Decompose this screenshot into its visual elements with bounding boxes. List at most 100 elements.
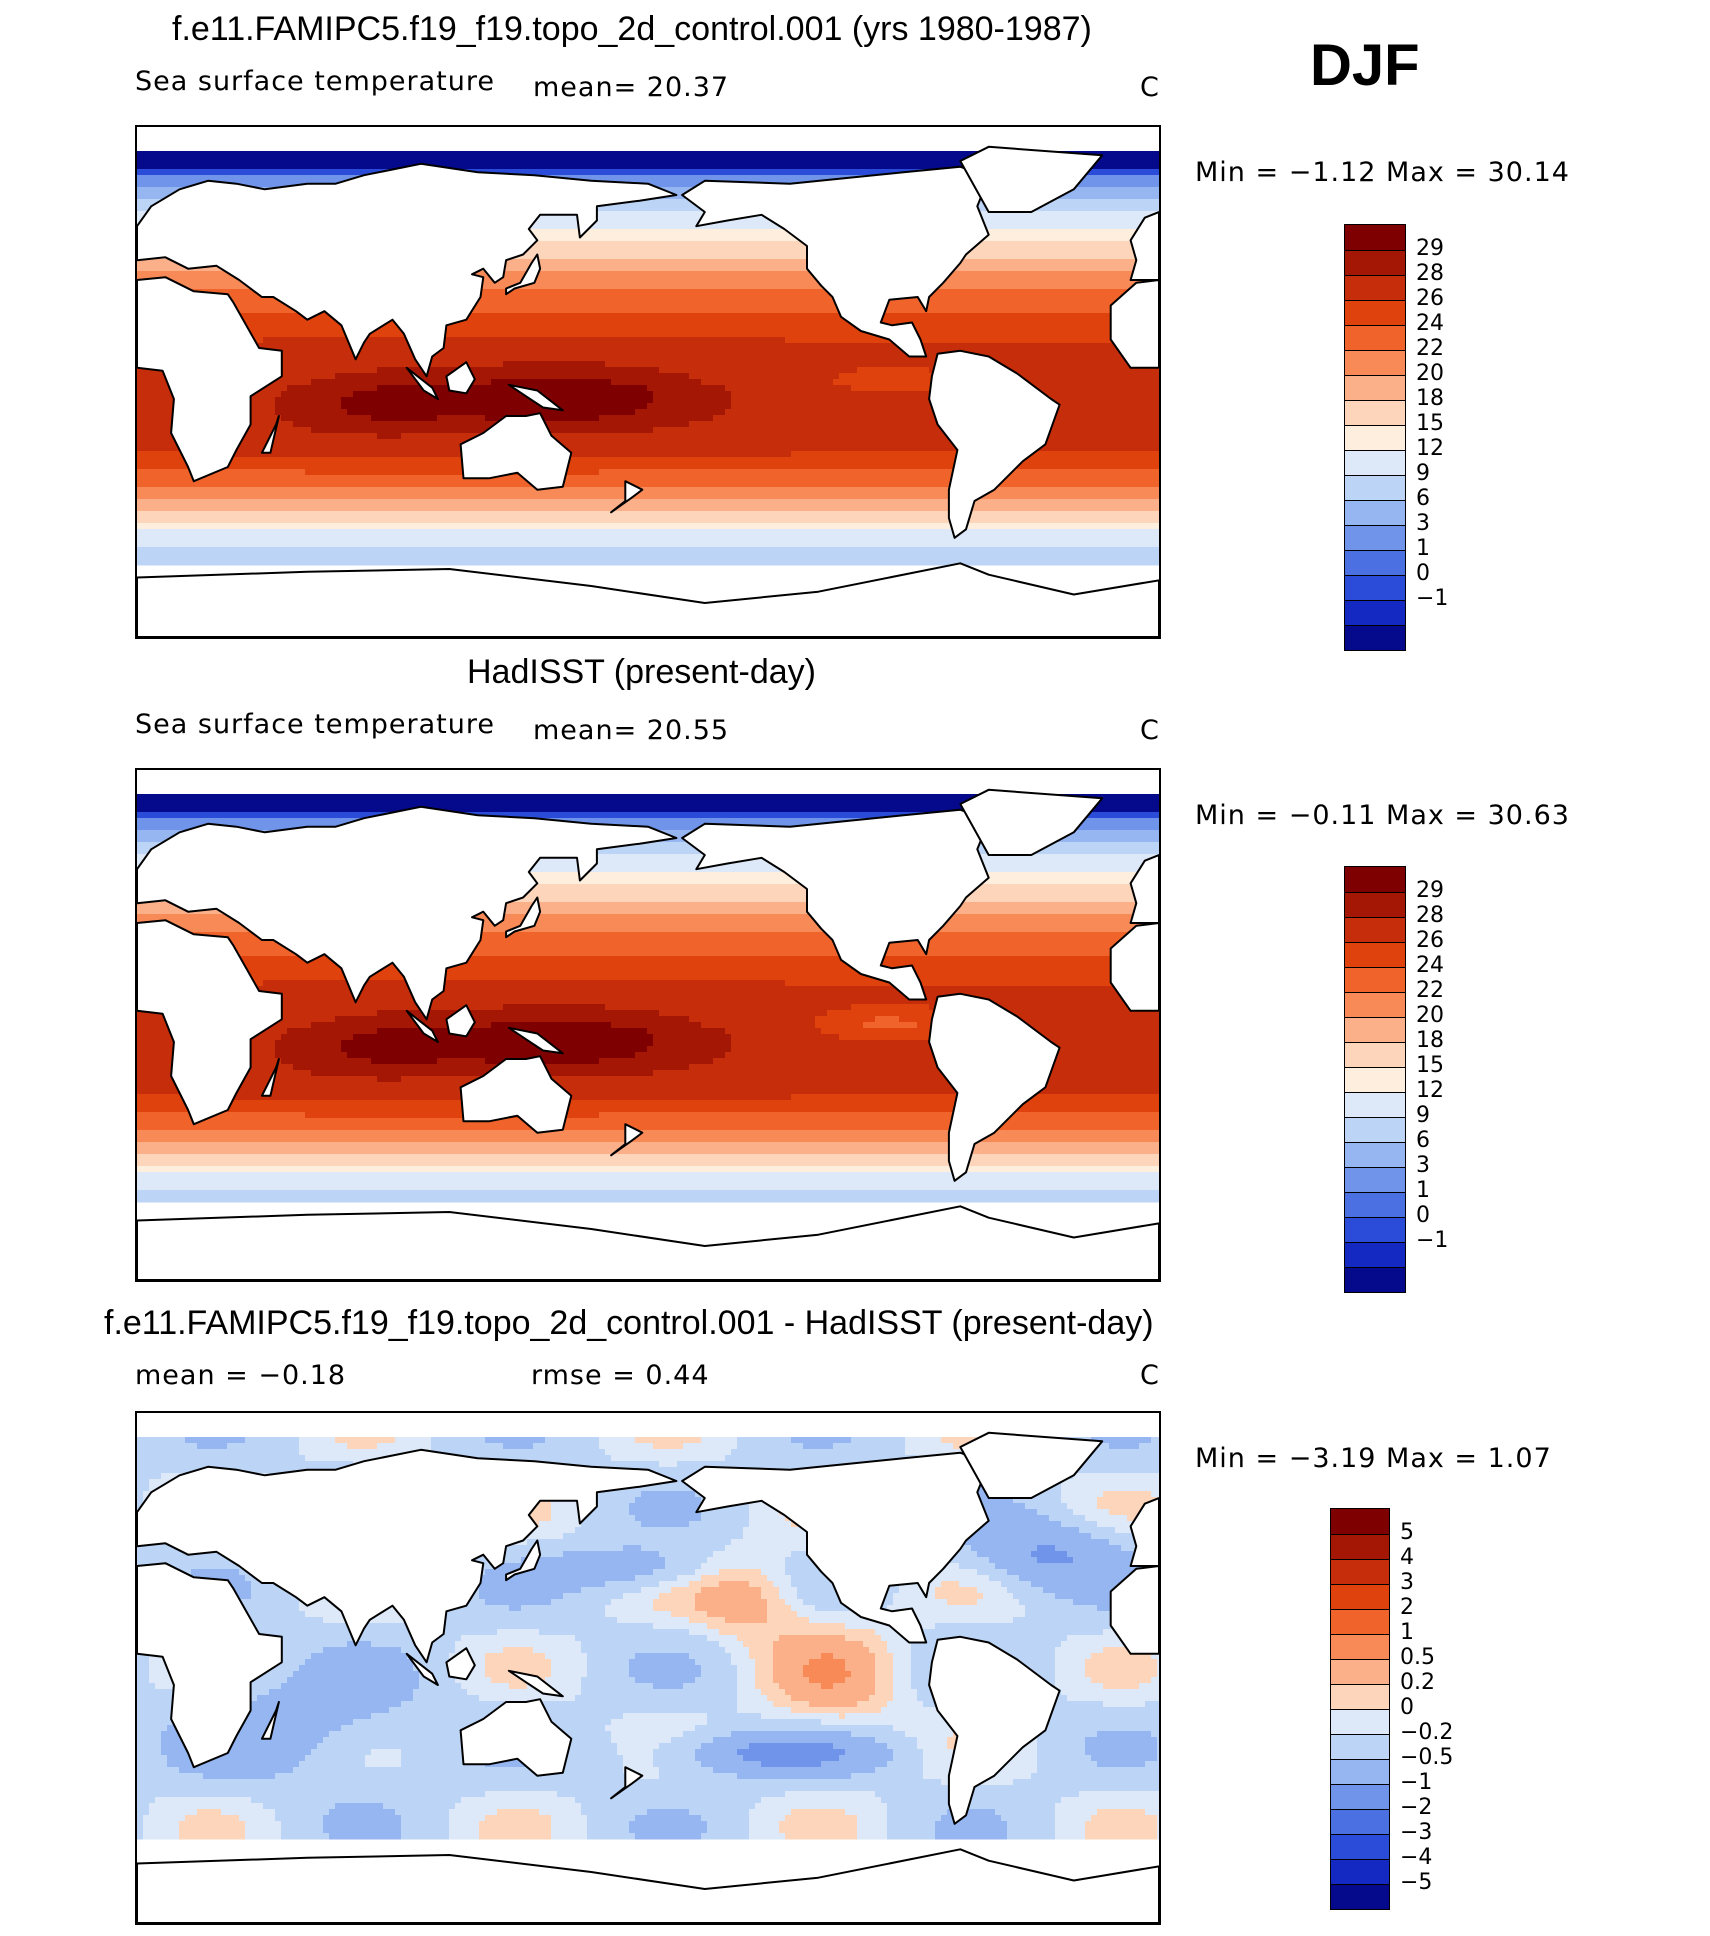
colorbar-label: 22 (1416, 978, 1444, 1003)
colorbar-label: 29 (1416, 236, 1444, 261)
panel1-title: f.e11.FAMIPC5.f19_f19.topo_2d_control.00… (172, 10, 1092, 49)
colorbar-label: 26 (1416, 928, 1444, 953)
colorbar-swatch (1331, 1684, 1389, 1709)
colorbar-label: −1 (1416, 586, 1448, 611)
colorbar-label: 24 (1416, 953, 1444, 978)
colorbar-swatch (1345, 1017, 1405, 1042)
colorbar-swatch (1345, 575, 1405, 600)
colorbar-swatch (1345, 225, 1405, 250)
colorbar-label: 9 (1416, 461, 1430, 486)
continent-outlines (137, 1431, 1159, 1923)
colorbar-swatch (1345, 525, 1405, 550)
colorbar-swatch (1331, 1884, 1389, 1909)
colorbar-label: 0.5 (1400, 1645, 1435, 1670)
panel3-rmse: rmse = 0.44 (531, 1360, 710, 1391)
colorbar-swatch (1345, 942, 1405, 967)
colorbar-label: 15 (1416, 411, 1444, 436)
colorbar-box (1330, 1508, 1390, 1910)
panel3-map (135, 1411, 1161, 1925)
panel2-title: HadISST (present-day) (467, 653, 816, 692)
continent-outlines (137, 788, 1159, 1280)
colorbar-swatch (1331, 1834, 1389, 1859)
colorbar-label: −0.5 (1400, 1745, 1453, 1770)
colorbar-swatch (1345, 1167, 1405, 1192)
colorbar-swatch (1331, 1859, 1389, 1884)
colorbar-swatch (1345, 550, 1405, 575)
colorbar-label: 3 (1416, 511, 1430, 536)
colorbar-label: 5 (1400, 1520, 1414, 1545)
panel2-minmax: Min = −0.11 Max = 30.63 (1195, 800, 1570, 831)
colorbar-label: 20 (1416, 1003, 1444, 1028)
colorbar-label: −5 (1400, 1870, 1432, 1895)
colorbar-swatch (1345, 1242, 1405, 1267)
colorbar-label: 0.2 (1400, 1670, 1435, 1695)
colorbar-label: 0 (1416, 561, 1430, 586)
colorbar-swatch (1345, 1042, 1405, 1067)
colorbar-swatch (1345, 1217, 1405, 1242)
colorbar-label: 1 (1416, 1178, 1430, 1203)
colorbar-swatch (1345, 600, 1405, 625)
colorbar-swatch (1345, 250, 1405, 275)
panel1-map (135, 125, 1161, 639)
colorbar-swatch (1345, 500, 1405, 525)
colorbar-swatch (1331, 1759, 1389, 1784)
colorbar-swatch (1331, 1534, 1389, 1559)
panel2-field-label: Sea surface temperature (135, 709, 495, 740)
colorbar-swatch (1345, 1267, 1405, 1292)
colorbar-swatch (1345, 625, 1405, 650)
colorbar-swatch (1331, 1659, 1389, 1684)
panel3-minmax: Min = −3.19 Max = 1.07 (1195, 1443, 1552, 1474)
colorbar-label: 1 (1416, 536, 1430, 561)
colorbar-swatch (1345, 1092, 1405, 1117)
colorbar-swatch (1345, 867, 1405, 892)
colorbar-swatch (1331, 1509, 1389, 1534)
colorbar-swatch (1331, 1634, 1389, 1659)
colorbar-label: 24 (1416, 311, 1444, 336)
colorbar-label: 9 (1416, 1103, 1430, 1128)
continent-outlines (137, 145, 1159, 637)
colorbar-label: 15 (1416, 1053, 1444, 1078)
colorbar-swatch (1331, 1584, 1389, 1609)
panel2-mean: mean= 20.55 (533, 715, 729, 746)
colorbar-label: 22 (1416, 336, 1444, 361)
colorbar-label: 18 (1416, 1028, 1444, 1053)
colorbar-label: 4 (1400, 1545, 1414, 1570)
colorbar-swatch (1345, 425, 1405, 450)
panel2-map (135, 768, 1161, 1282)
colorbar-label: 3 (1416, 1153, 1430, 1178)
colorbar-label: −1 (1416, 1228, 1448, 1253)
colorbar-label: 0 (1400, 1695, 1414, 1720)
colorbar-swatch (1345, 350, 1405, 375)
colorbar-label: 28 (1416, 261, 1444, 286)
colorbar-swatch (1345, 1142, 1405, 1167)
panel1-units: C (1140, 72, 1160, 103)
panel3-units: C (1140, 1360, 1160, 1391)
colorbar-swatch (1331, 1809, 1389, 1834)
panel2-units: C (1140, 715, 1160, 746)
panel1-minmax: Min = −1.12 Max = 30.14 (1195, 157, 1570, 188)
panel1-mean: mean= 20.37 (533, 72, 729, 103)
colorbar-swatch (1345, 475, 1405, 500)
colorbar-swatch (1345, 917, 1405, 942)
colorbar-swatch (1345, 967, 1405, 992)
colorbar-swatch (1345, 450, 1405, 475)
colorbar-box (1344, 224, 1406, 651)
colorbar-swatch (1345, 400, 1405, 425)
colorbar-swatch (1345, 1117, 1405, 1142)
colorbar-swatch (1331, 1609, 1389, 1634)
colorbar-label: 1 (1400, 1620, 1414, 1645)
colorbar-swatch (1345, 1067, 1405, 1092)
colorbar-swatch (1345, 275, 1405, 300)
colorbar-label: 20 (1416, 361, 1444, 386)
colorbar-label: 6 (1416, 486, 1430, 511)
colorbar-swatch (1331, 1784, 1389, 1809)
panel3-mean: mean = −0.18 (135, 1360, 346, 1391)
colorbar-label: 18 (1416, 386, 1444, 411)
colorbar-label: 28 (1416, 903, 1444, 928)
colorbar-swatch (1345, 375, 1405, 400)
colorbar-label: 2 (1400, 1595, 1414, 1620)
colorbar-label: 12 (1416, 436, 1444, 461)
colorbar-label: 12 (1416, 1078, 1444, 1103)
colorbar-label: 0 (1416, 1203, 1430, 1228)
colorbar-swatch (1345, 892, 1405, 917)
